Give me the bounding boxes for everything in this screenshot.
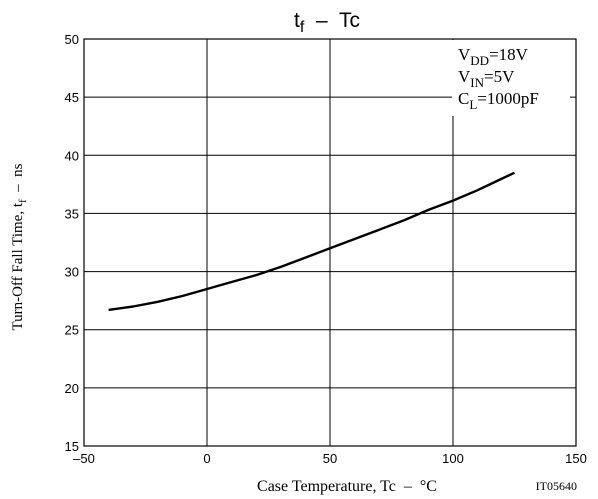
condition-rest: =1000pF — [477, 89, 539, 108]
y-tick-label: 15 — [65, 439, 79, 454]
condition-sub: DD — [470, 53, 489, 68]
y-tick-label: 25 — [65, 323, 79, 338]
ylabel-sub: f — [17, 199, 29, 203]
y-tick-label: 45 — [65, 90, 79, 105]
condition-rest: =18V — [489, 45, 529, 64]
figure-code: IT05640 — [536, 479, 577, 493]
series-line-tf — [108, 171, 516, 312]
y-tick-label: 50 — [65, 32, 79, 47]
condition-main: V — [458, 45, 471, 64]
x-tick-label: 150 — [565, 451, 587, 466]
tick-labels: –50 0 50 100 150 15 20 25 30 35 40 45 50 — [65, 32, 587, 466]
title-main: t — [294, 9, 300, 32]
x-axis-label: Case Temperature, Tc – °C — [257, 478, 437, 495]
conditions-background — [452, 40, 570, 116]
y-tick-label: 30 — [65, 265, 79, 280]
y-tick-label: 35 — [65, 206, 79, 221]
condition-3: CL=1000pF — [458, 89, 539, 112]
title-rest: – Tc — [304, 9, 360, 32]
plot-frame — [83, 38, 577, 447]
condition-main: V — [458, 67, 471, 86]
x-tick-label: 100 — [442, 451, 464, 466]
condition-main: C — [458, 89, 469, 108]
ylabel-rest: – ns — [10, 163, 26, 199]
y-tick-label: 40 — [65, 148, 79, 163]
y-axis-label: Turn-Off Fall Time, tf – ns — [10, 163, 29, 330]
ylabel-main: Turn-Off Fall Time, t — [10, 202, 26, 330]
x-tick-label: 0 — [203, 451, 210, 466]
condition-rest: =5V — [484, 67, 515, 86]
x-tick-label: –50 — [73, 451, 95, 466]
condition-2: VIN=5V — [458, 67, 515, 90]
condition-sub: L — [469, 97, 477, 112]
title-sub: f — [300, 19, 305, 36]
y-tick-label: 20 — [65, 381, 79, 396]
x-tick-label: 50 — [323, 451, 337, 466]
chart-title: tf – Tc — [294, 9, 360, 36]
condition-sub: IN — [470, 75, 484, 90]
condition-1: VDD=18V — [458, 45, 529, 68]
